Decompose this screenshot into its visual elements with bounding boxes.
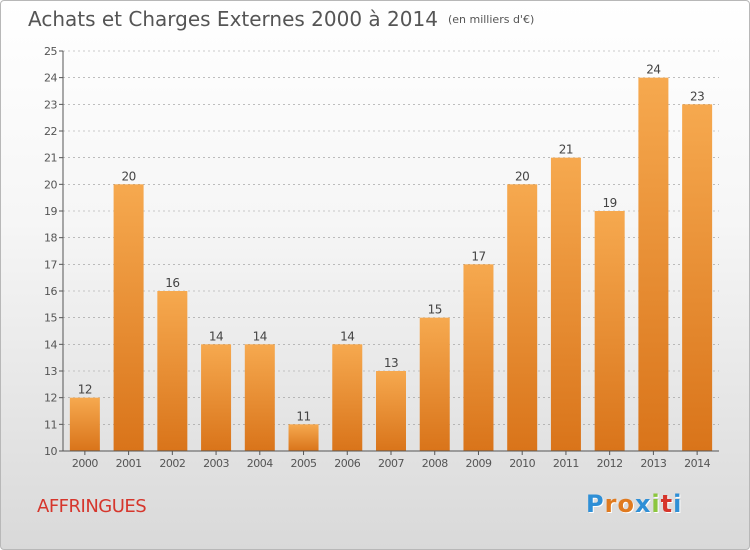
proxiti-logo[interactable]: Proxiti: [586, 490, 682, 518]
bar: [376, 371, 406, 451]
data-label: 20: [121, 169, 135, 183]
y-tick-label: 16: [44, 285, 57, 298]
commune-name: AFFRINGUES: [37, 496, 147, 517]
data-label: 21: [559, 143, 573, 157]
x-tick-label: 2010: [509, 457, 535, 470]
data-label: 16: [165, 276, 179, 290]
data-label: 20: [515, 169, 529, 183]
x-tick-label: 2013: [640, 457, 666, 470]
x-tick-label: 2008: [422, 457, 448, 470]
x-tick-label: 2001: [116, 457, 142, 470]
bar: [201, 344, 232, 451]
y-tick-label: 15: [44, 312, 57, 325]
data-label: 23: [690, 89, 704, 103]
x-tick-label: 2011: [553, 457, 579, 470]
x-tick-label: 2005: [291, 457, 317, 470]
y-tick-label: 10: [44, 445, 57, 458]
x-tick-label: 2000: [72, 457, 98, 470]
x-tick-label: 2004: [247, 457, 273, 470]
y-tick-label: 11: [44, 418, 57, 431]
y-tick-label: 19: [44, 205, 57, 218]
x-tick-label: 2007: [378, 457, 404, 470]
chart-title: Achats et Charges Externes 2000 à 2014 (e…: [28, 7, 535, 31]
data-label: 12: [78, 383, 92, 397]
y-tick-label: 14: [44, 338, 57, 351]
data-label: 17: [471, 249, 485, 263]
logo-letter: i: [651, 490, 661, 518]
logo-letter: P: [586, 490, 605, 518]
bar: [638, 77, 669, 452]
y-tick-label: 23: [44, 98, 57, 111]
bar: [332, 344, 363, 451]
logo-letter: o: [617, 490, 635, 518]
y-tick-label: 20: [44, 178, 57, 191]
x-tick-label: 2002: [159, 457, 185, 470]
bar: [419, 317, 450, 451]
bar: [550, 157, 581, 451]
data-label: 14: [209, 329, 223, 343]
data-label: 24: [646, 63, 660, 77]
bar: [682, 104, 713, 451]
data-label: 14: [340, 329, 354, 343]
chart-subtitle: (en milliers d'€): [447, 13, 535, 26]
y-tick-label: 13: [44, 365, 57, 378]
y-tick-label: 24: [44, 72, 57, 85]
logo-letter: t: [660, 490, 674, 518]
y-tick-label: 18: [44, 232, 57, 245]
logo-letter: r: [604, 490, 618, 518]
x-tick-label: 2003: [203, 457, 229, 470]
bar: [69, 397, 100, 451]
data-label: 14: [253, 329, 267, 343]
y-tick-label: 17: [44, 258, 57, 271]
data-label: 15: [428, 303, 442, 317]
data-label: 11: [296, 409, 310, 423]
bar: [113, 184, 144, 452]
x-tick-label: 2006: [334, 457, 360, 470]
bar: [244, 344, 275, 451]
logo-letter: i: [673, 490, 683, 518]
bar: [157, 291, 188, 451]
y-tick-label: 22: [44, 125, 57, 138]
bar: [288, 424, 319, 451]
bar: [594, 211, 625, 451]
data-label: 19: [603, 196, 617, 210]
x-tick-label: 2014: [684, 457, 710, 470]
bar: [463, 264, 494, 451]
y-tick-label: 21: [44, 152, 57, 165]
x-tick-label: 2009: [465, 457, 491, 470]
y-tick-label: 25: [44, 45, 57, 58]
data-label: 13: [384, 356, 398, 370]
y-tick-label: 12: [44, 392, 57, 405]
x-tick-label: 2012: [597, 457, 623, 470]
logo-letter: x: [634, 490, 652, 518]
bar: [507, 184, 538, 452]
